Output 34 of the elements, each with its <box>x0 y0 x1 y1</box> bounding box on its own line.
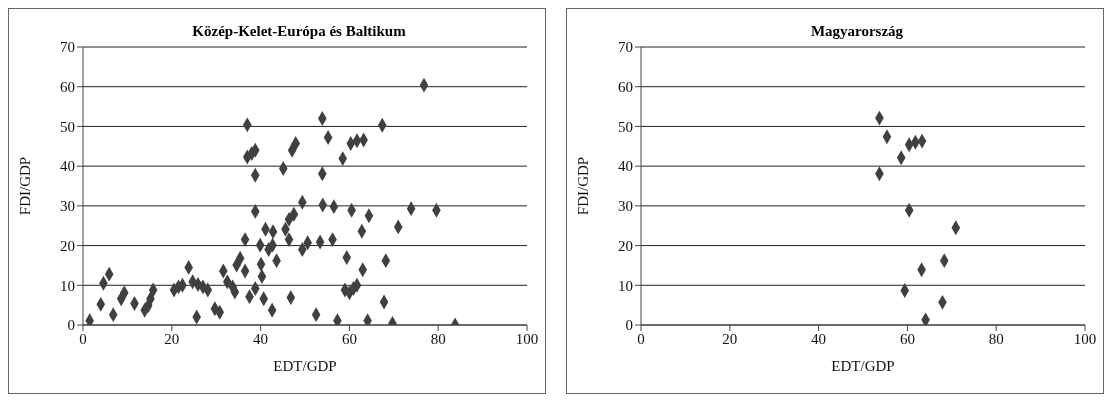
x-tick-label: 60 <box>899 330 915 347</box>
x-tick-label: 0 <box>79 330 87 347</box>
x-tick-label: 100 <box>515 330 539 347</box>
x-tick-label: 20 <box>164 330 180 347</box>
chart-title: Magyarország <box>809 23 905 40</box>
x-tick-label: 80 <box>430 330 446 347</box>
y-tick-label: 10 <box>618 277 633 294</box>
y-axis-title: FDI/GDP <box>17 156 34 216</box>
x-tick-label: 40 <box>253 330 269 347</box>
x-tick-label: 100 <box>1073 330 1097 347</box>
y-tick-label: 50 <box>60 118 75 135</box>
y-tick-label: 20 <box>618 237 633 254</box>
y-tick-label: 30 <box>60 198 75 215</box>
y-tick-label: 60 <box>618 79 633 96</box>
y-tick-label: 70 <box>60 39 75 56</box>
y-axis-title: FDI/GDP <box>575 156 592 216</box>
y-tick-label: 0 <box>67 317 75 334</box>
x-tick-label: 80 <box>988 330 1004 347</box>
x-tick-label: 60 <box>341 330 357 347</box>
y-tick-label: 20 <box>60 237 75 254</box>
x-tick-label: 40 <box>811 330 827 347</box>
x-tick-label: 0 <box>637 330 645 347</box>
y-tick-label: 60 <box>60 79 75 96</box>
y-tick-label: 50 <box>618 118 633 135</box>
y-tick-label: 0 <box>625 317 633 334</box>
y-tick-label: 40 <box>60 158 75 175</box>
x-tick-label: 20 <box>722 330 738 347</box>
y-tick-label: 70 <box>618 39 633 56</box>
y-tick-label: 40 <box>618 158 633 175</box>
x-axis-title: EDT/GDP <box>831 358 895 374</box>
y-tick-label: 30 <box>618 198 633 215</box>
chart-title: Közép-Kelet-Európa és Baltikum <box>191 23 407 40</box>
y-tick-label: 10 <box>60 277 75 294</box>
x-axis-title: EDT/GDP <box>273 358 337 374</box>
